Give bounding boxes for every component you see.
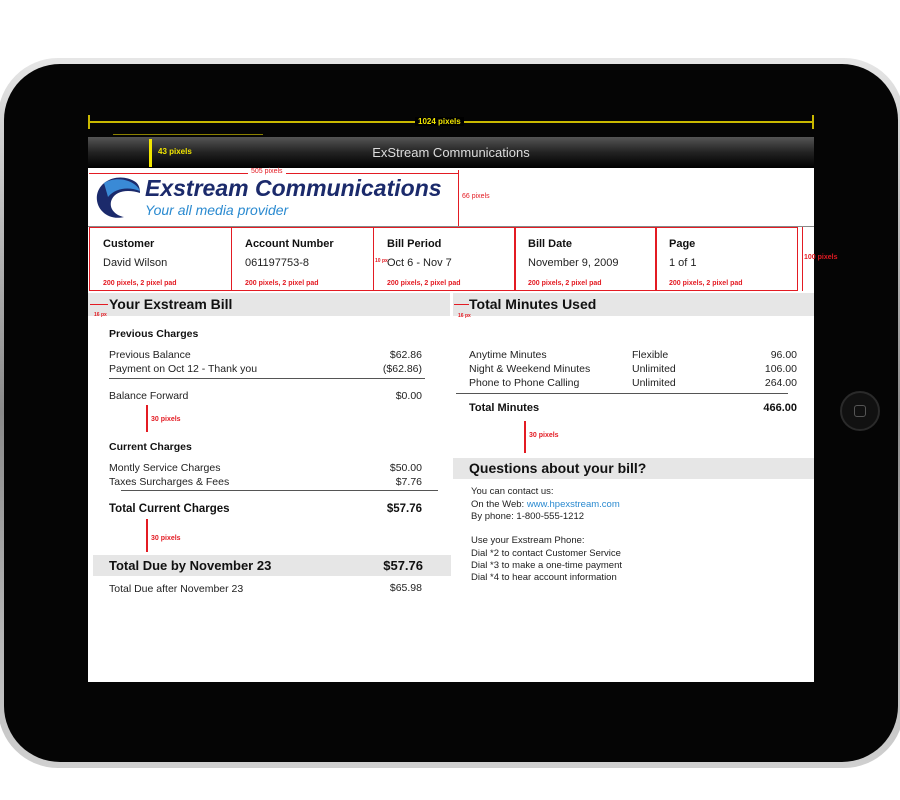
balance-forward-label: Balance Forward (109, 390, 189, 402)
spacing-annotation: 30 pixels (529, 432, 559, 439)
dial-instruction: Dial *3 to make a one-time payment (471, 560, 623, 571)
dial-instruction: Dial *4 to hear account information (471, 572, 617, 583)
spacing-arrow (524, 421, 526, 453)
right-box-annotation: 100 pixels (804, 254, 838, 261)
total-due-label: Total Due by November 23 (109, 558, 272, 573)
minutes-label: Night & Weekend Minutes (469, 363, 591, 375)
info-customer: Customer David Wilson 200 pixels, 2 pixe… (89, 227, 232, 291)
spacing-annotation: 30 pixels (151, 535, 181, 542)
line-item-amount: ($62.86) (382, 363, 422, 375)
pad-annotation: 10 px (375, 258, 388, 264)
padding-annotation: 16 px (458, 313, 471, 319)
spacing-annotation: 30 pixels (151, 416, 181, 423)
titlebar-height-annotation: 43 pixels (158, 147, 192, 156)
logo-name: Exstream Communications (145, 175, 442, 201)
measure-tick (812, 115, 814, 129)
measure-line (454, 304, 469, 305)
minutes-label: Anytime Minutes (469, 349, 547, 361)
box-annotation: 200 pixels, 2 pixel pad (669, 280, 743, 287)
current-charges-heading: Current Charges (109, 441, 192, 453)
line-item-amount: $62.86 (389, 349, 422, 361)
line-item-label: Payment on Oct 12 - Thank you (109, 363, 258, 375)
dial-instruction: Dial *2 to contact Customer Service (471, 548, 621, 559)
box-annotation: 200 pixels, 2 pixel pad (387, 280, 461, 287)
measure-line (802, 227, 803, 291)
info-value: 1 of 1 (669, 257, 697, 269)
info-label: Page (669, 238, 696, 250)
minutes-value: 106.00 (764, 363, 797, 375)
total-current-label: Total Current Charges (109, 503, 230, 515)
info-value: David Wilson (103, 257, 168, 269)
width-annotation: 1024 pixels (415, 117, 464, 126)
box-annotation: 200 pixels, 2 pixel pad (103, 280, 177, 287)
minutes-plan: Unlimited (632, 377, 676, 389)
minutes-value: 96.00 (770, 349, 797, 361)
contact-intro: You can contact us: (471, 486, 554, 497)
line-item-label: Taxes Surcharges & Fees (109, 476, 230, 488)
info-label: Bill Date (528, 238, 573, 250)
info-label: Account Number (245, 238, 334, 250)
logo-height-annotation: 66 pixels (462, 193, 490, 200)
spacing-arrow (146, 519, 148, 552)
info-value: November 9, 2009 (528, 257, 619, 269)
total-after-amount: $65.98 (389, 582, 422, 594)
app-screen: ExStream Communications 43 pixels 505 pi… (88, 137, 814, 682)
logo-tagline: Your all media provider (145, 202, 289, 218)
box-annotation: 200 pixels, 2 pixel pad (528, 280, 602, 287)
measure-line (90, 304, 108, 305)
phone-contact: By phone: 1-800-555-1212 (471, 511, 585, 522)
info-page: Page 1 of 1 200 pixels, 2 pixel pad (655, 227, 798, 291)
padding-annotation: 16 px (94, 312, 107, 318)
info-label: Bill Period (387, 238, 442, 250)
divider (109, 378, 425, 379)
line-item-amount: $50.00 (389, 462, 422, 474)
total-current-amount: $57.76 (386, 503, 422, 515)
minutes-section-header: Total Minutes Used (453, 293, 814, 316)
total-due-bar: Total Due by November 23 $57.76 (93, 555, 451, 576)
previous-charges-heading: Previous Charges (109, 328, 199, 340)
balance-forward-amount: $0.00 (395, 390, 422, 402)
web-contact: On the Web: www.hpexstream.com (471, 499, 620, 510)
info-value: Oct 6 - Nov 7 (387, 257, 452, 269)
line-item-label: Montly Service Charges (109, 462, 221, 474)
website-link[interactable]: www.hpexstream.com (526, 499, 620, 510)
measure-line (458, 170, 459, 227)
minutes-plan: Flexible (632, 349, 669, 361)
minutes-value: 264.00 (764, 377, 797, 389)
total-minutes-value: 466.00 (763, 402, 797, 414)
web-label: On the Web: (471, 499, 525, 510)
info-bill-date: Bill Date November 9, 2009 200 pixels, 2… (514, 227, 657, 291)
info-label: Customer (103, 238, 155, 250)
total-minutes-label: Total Minutes (469, 402, 540, 414)
bill-section-header: Your Exstream Bill (88, 293, 450, 316)
use-phone-heading: Use your Exstream Phone: (471, 535, 585, 546)
divider (121, 490, 438, 491)
info-account-number: Account Number 061197753-8 200 pixels, 2… (231, 227, 374, 291)
title-bar: ExStream Communications (88, 137, 814, 168)
questions-header: Questions about your bill? (453, 458, 814, 479)
info-value: 061197753-8 (245, 257, 310, 269)
total-after-label: Total Due after November 23 (109, 583, 244, 595)
info-bill-period: Bill Period Oct 6 - Nov 7 10 px 200 pixe… (373, 227, 516, 291)
box-annotation: 200 pixels, 2 pixel pad (245, 280, 319, 287)
total-due-amount: $57.76 (383, 558, 423, 573)
line-item-amount: $7.76 (395, 476, 422, 488)
minutes-plan: Unlimited (632, 363, 676, 375)
measure-line (113, 134, 263, 135)
spacing-arrow (146, 405, 148, 432)
logo-width-annotation: 505 pixels (248, 168, 286, 175)
logo-swirl-icon (96, 177, 140, 218)
divider (456, 393, 788, 394)
home-icon (854, 405, 866, 417)
minutes-label: Phone to Phone Calling (469, 377, 580, 389)
home-button[interactable] (840, 391, 880, 431)
measure-tick (88, 115, 90, 129)
divider (88, 226, 814, 227)
height-arrow (149, 139, 152, 167)
line-item-label: Previous Balance (109, 349, 191, 361)
